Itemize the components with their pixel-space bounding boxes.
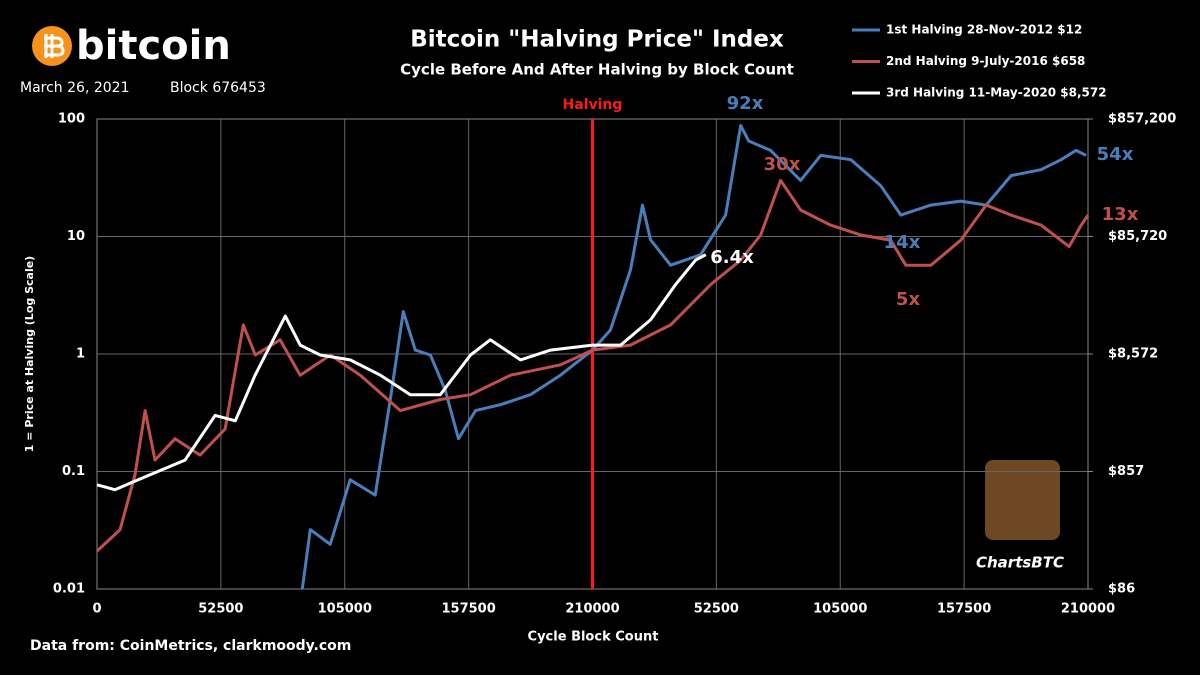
x-tick-label: 210000	[565, 602, 619, 617]
y-tick-label: 10	[67, 229, 85, 244]
x-tick-label: 52500	[694, 602, 739, 617]
annotation: 54x	[1097, 144, 1134, 165]
x-tick-label: 157500	[937, 602, 991, 617]
y2-tick-label: $86	[1108, 582, 1135, 597]
y-axis-label: 1 = Price at Halving (Log Scale)	[23, 256, 36, 452]
legend-label: 2nd Halving 9-July-2016 $658	[886, 54, 1085, 68]
y2-tick-label: $857,200	[1108, 112, 1176, 127]
logo-text: bitcoin	[76, 23, 231, 69]
annotation: 30x	[764, 154, 801, 175]
block: Block 676453	[170, 80, 266, 96]
y-tick-label: 100	[58, 112, 85, 127]
y2-tick-label: $85,720	[1108, 229, 1167, 244]
annotation: 6.4x	[710, 247, 754, 268]
x-axis-label: Cycle Block Count	[528, 630, 659, 645]
x-tick-label: 157500	[441, 602, 495, 617]
annotation: 13x	[1102, 204, 1139, 225]
y-tick-label: 0.01	[53, 582, 85, 597]
x-tick-label: 210000	[1061, 602, 1115, 617]
y-tick-label: 0.1	[62, 464, 85, 479]
date: March 26, 2021	[20, 80, 129, 96]
x-tick-label: 105000	[813, 602, 867, 617]
watermark: ChartsBTC	[976, 554, 1064, 572]
legend-label: 3rd Halving 11-May-2020 $8,572	[886, 86, 1107, 100]
legend-label: 1st Halving 28-Nov-2012 $12	[886, 23, 1082, 37]
y-tick-label: 1	[76, 347, 85, 362]
annotation: 5x	[896, 289, 921, 310]
series-line	[96, 253, 707, 492]
annotation: 92x	[727, 93, 764, 114]
logo-symbol	[44, 34, 65, 58]
series-line	[95, 178, 1090, 553]
chart-title: Bitcoin "Halving Price" Index	[410, 27, 784, 53]
series-line	[300, 124, 1087, 590]
source: Data from: CoinMetrics, clarkmoody.com	[30, 638, 351, 654]
x-tick-label: 105000	[318, 602, 372, 617]
x-tick-label: 0	[92, 602, 101, 617]
halving-label: Halving	[563, 97, 623, 113]
mascot	[985, 460, 1060, 540]
annotation: 14x	[884, 232, 921, 253]
x-tick-label: 52500	[198, 602, 243, 617]
y2-tick-label: $8,572	[1108, 347, 1158, 362]
y2-tick-label: $857	[1108, 464, 1144, 479]
chart-subtitle: Cycle Before And After Halving by Block …	[400, 61, 794, 79]
